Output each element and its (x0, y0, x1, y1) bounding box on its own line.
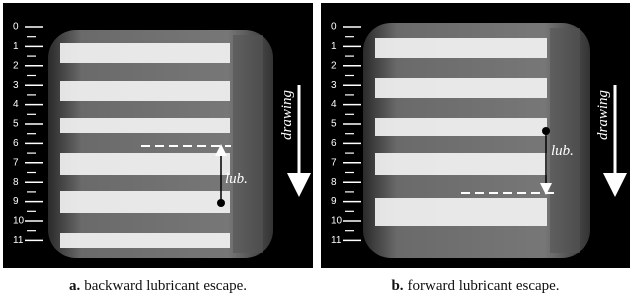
stripe (60, 43, 230, 63)
stripe (375, 198, 547, 226)
ruler-label: 11 (13, 235, 24, 246)
edge-band (233, 35, 263, 253)
ruler-label: 10 (13, 216, 25, 227)
panel: 0 1 2 3 4 5 6 7 8 9 10 11 drawing lub. (321, 3, 630, 268)
ruler-label: 3 (13, 80, 19, 91)
ruler-label: 11 (331, 235, 342, 246)
direction-label: drawing (595, 89, 611, 140)
ruler-label: 8 (13, 177, 19, 188)
ruler-label: 1 (331, 41, 337, 52)
caption: b. forward lubricant escape. (391, 278, 559, 294)
lubricant-label: lub. (551, 143, 574, 159)
caption-text: backward lubricant escape. (84, 278, 247, 294)
ruler-label: 2 (13, 60, 19, 71)
ruler-label: 6 (13, 138, 19, 149)
ruler-label: 8 (331, 177, 337, 188)
ruler-label: 10 (331, 216, 343, 227)
stripe (60, 153, 230, 175)
ruler-label: 7 (13, 157, 19, 168)
ruler-label: 4 (331, 99, 337, 110)
ruler-label: 1 (13, 41, 19, 52)
ruler-label: 0 (331, 22, 337, 33)
ruler-label: 0 (13, 22, 19, 33)
direction-label: drawing (279, 89, 295, 140)
caption-label: b. (391, 278, 403, 294)
stripe (375, 78, 547, 98)
stripe (60, 233, 230, 248)
caption-label: a. (69, 278, 81, 294)
stripe (375, 118, 547, 136)
edge-band (550, 28, 580, 253)
caption-text: forward lubricant escape. (408, 278, 560, 294)
stripe (375, 38, 547, 58)
figure: 01234567891011drawinglub.a.backward lubr… (0, 0, 633, 298)
ruler-label: 7 (331, 157, 337, 168)
stripe (60, 191, 230, 213)
caption: a.backward lubricant escape. (69, 278, 247, 294)
panel: 0 1 2 3 4 5 6 7 8 9 10 11 drawing lub. (3, 3, 313, 268)
ruler-label: 6 (331, 138, 337, 149)
lubricant-origin (217, 199, 225, 207)
stripe (60, 118, 230, 133)
stripe (60, 81, 230, 101)
ruler-label: 4 (13, 99, 19, 110)
lubricant-origin (542, 127, 550, 135)
ruler-label: 3 (331, 80, 337, 91)
ruler-label: 2 (331, 60, 337, 71)
ruler-label: 5 (13, 119, 19, 130)
ruler-label: 9 (331, 196, 337, 207)
ruler-label: 9 (13, 196, 19, 207)
lubricant-label: lub. (225, 171, 248, 187)
stripe (375, 153, 547, 175)
ruler-label: 5 (331, 119, 337, 130)
